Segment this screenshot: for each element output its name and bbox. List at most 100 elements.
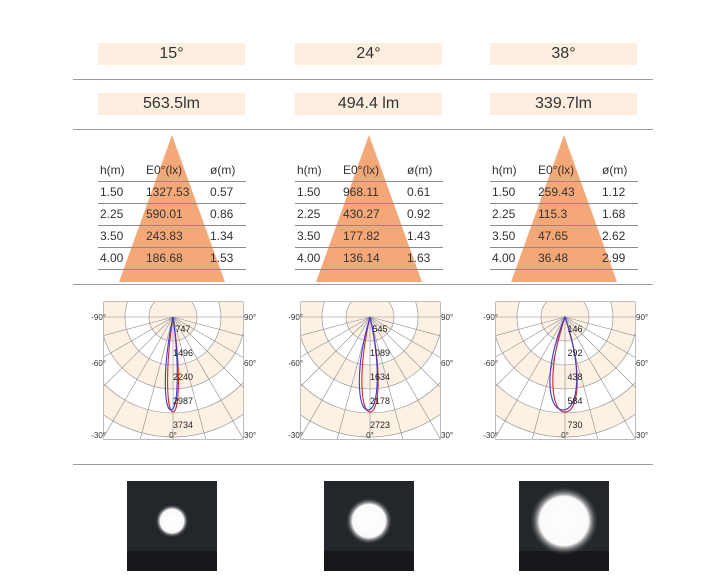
ring-value-label: 2723 (370, 420, 390, 430)
table-row: 1.50 1327.53 0.57 (98, 182, 246, 204)
table-cell: 259.43 (538, 185, 575, 199)
angle-label: 90° (636, 313, 648, 322)
column-header: E0°(lx) (538, 163, 575, 177)
column-header: E0°(lx) (146, 163, 183, 177)
angle-label: -90° (288, 313, 303, 322)
table-cell: 3.50 (492, 229, 516, 243)
beam-photo (324, 481, 414, 571)
table-row: 4.00 36.48 2.99 (490, 248, 638, 270)
ring-value-label: 146 (567, 324, 582, 334)
curve-c0-180 (167, 316, 179, 413)
table-cell: 430.27 (343, 207, 380, 221)
table-header-row: h(m) E0°(lx) ø(m) (490, 160, 638, 182)
column-header: h(m) (297, 163, 322, 177)
table-row: 3.50 47.65 2.62 (490, 226, 638, 248)
ring-value-label: 584 (567, 396, 582, 406)
angle-label: 90° (244, 313, 256, 322)
row-divider (98, 203, 246, 204)
angle-label: -60° (288, 359, 303, 368)
table-row: 3.50 177.82 1.43 (295, 226, 443, 248)
table-cell: 4.00 (297, 251, 321, 265)
row-divider (295, 181, 443, 182)
table-cell: 243.83 (146, 229, 183, 243)
beam-photo (519, 481, 609, 571)
ring-value-label: 730 (567, 420, 582, 430)
table-cell: 136.14 (343, 251, 380, 265)
table-cell: 0.92 (407, 207, 431, 221)
angle-label: -60° (483, 359, 498, 368)
column-header: h(m) (492, 163, 517, 177)
beam-angle-label: 15° (98, 43, 245, 65)
table-cell: 1.12 (602, 185, 626, 199)
luminous-flux-label: 339.7lm (490, 93, 637, 115)
curve-c90-270 (549, 315, 578, 411)
table-cell: 177.82 (343, 229, 380, 243)
table-cell: 1.50 (492, 185, 516, 199)
angle-label: 30° (441, 431, 453, 440)
table-cell: 968.11 (343, 185, 379, 199)
table-cell: 2.25 (297, 207, 321, 221)
table-cell: 2.62 (602, 229, 626, 243)
row-divider (490, 247, 638, 248)
table-cell: 186.68 (146, 251, 183, 265)
angle-label: 0° (561, 431, 569, 440)
table-cell: 1.43 (407, 229, 431, 243)
table-cell: 36.48 (538, 251, 569, 265)
curve-c90-270 (358, 316, 378, 411)
row-divider (490, 181, 638, 182)
beam-angle-label: 24° (295, 43, 442, 65)
row-divider (295, 247, 443, 248)
table-cell: 1.68 (602, 207, 626, 221)
table-row: 1.50 259.43 1.12 (490, 182, 638, 204)
angle-label: 0° (169, 431, 177, 440)
table-cell: 2.99 (602, 251, 626, 265)
ring-value-label: 438 (567, 372, 582, 382)
angle-label: -90° (483, 313, 498, 322)
angle-label: 90° (441, 313, 453, 322)
column-header: E0°(lx) (343, 163, 380, 177)
luminous-flux-label: 563.5lm (98, 93, 245, 115)
ring-value-label: 2178 (370, 396, 390, 406)
table-cell: 0.57 (210, 185, 234, 199)
table-cell: 47.65 (538, 229, 569, 243)
ring-value-label: 1089 (370, 348, 390, 358)
table-row: 2.25 430.27 0.92 (295, 204, 443, 226)
table-row: 4.00 186.68 1.53 (98, 248, 246, 270)
table-row: 4.00 136.14 1.63 (295, 248, 443, 270)
table-row: 2.25 590.01 0.86 (98, 204, 246, 226)
ring-value-label: 545 (372, 324, 387, 334)
beam-photo (127, 481, 217, 571)
table-header-row: h(m) E0°(lx) ø(m) (98, 160, 246, 182)
row-divider (98, 247, 246, 248)
angle-label: 30° (244, 431, 256, 440)
table-row: 3.50 243.83 1.34 (98, 226, 246, 248)
angle-label: -30° (483, 431, 498, 440)
ring-value-label: 1496 (173, 348, 193, 358)
table-cell: 590.01 (146, 207, 183, 221)
table-cell: 1.63 (407, 251, 431, 265)
angle-label: 60° (441, 359, 453, 368)
luminous-flux-label: 494.4 lm (295, 93, 442, 115)
ring-value-label: 747 (175, 324, 190, 334)
divider (73, 464, 653, 465)
table-cell: 2.25 (492, 207, 516, 221)
row-divider (295, 225, 443, 226)
table-cell: 2.25 (100, 207, 124, 221)
table-cell: 0.86 (210, 207, 234, 221)
row-divider (490, 203, 638, 204)
row-divider (98, 269, 246, 270)
ring-value-label: 2987 (173, 396, 193, 406)
polar-intensity-chart: 545 1089 1634 2178 2723 -90° -60° -30° 90° 60° 30°… (285, 300, 455, 440)
divider (73, 284, 653, 285)
divider (73, 129, 653, 130)
table-cell: 1.53 (210, 251, 234, 265)
table-row: 1.50 968.11 0.61 (295, 182, 443, 204)
row-divider (98, 181, 246, 182)
ring-value-label: 3734 (173, 420, 193, 430)
table-cell: 1327.53 (146, 185, 190, 199)
angle-label: -90° (91, 313, 106, 322)
column-header: ø(m) (602, 163, 628, 177)
row-divider (295, 269, 443, 270)
row-divider (490, 225, 638, 226)
table-cell: 3.50 (297, 229, 321, 243)
